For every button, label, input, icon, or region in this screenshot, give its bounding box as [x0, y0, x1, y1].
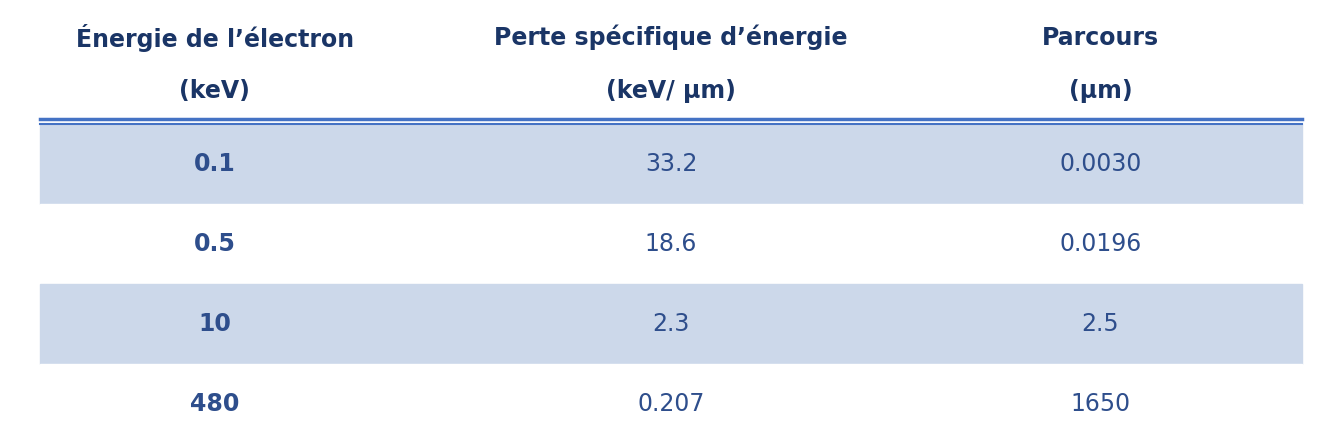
Text: (μm): (μm) [1068, 79, 1133, 103]
Text: 2.5: 2.5 [1082, 312, 1119, 336]
Bar [40, 124, 1302, 204]
Text: 0.0030: 0.0030 [1059, 152, 1142, 176]
Text: 0.1: 0.1 [193, 152, 236, 176]
Text: 0.5: 0.5 [193, 232, 236, 256]
Text: 0.207: 0.207 [637, 392, 705, 416]
Text: (keV/ μm): (keV/ μm) [607, 79, 735, 103]
Bar [40, 364, 1302, 444]
Text: 1650: 1650 [1071, 392, 1130, 416]
Text: (keV): (keV) [180, 79, 250, 103]
Text: 10: 10 [199, 312, 231, 336]
Text: 0.0196: 0.0196 [1059, 232, 1142, 256]
Text: 33.2: 33.2 [644, 152, 698, 176]
Text: 480: 480 [191, 392, 239, 416]
Text: 2.3: 2.3 [652, 312, 690, 336]
Text: 18.6: 18.6 [644, 232, 698, 256]
Text: Perte spécifique d’énergie: Perte spécifique d’énergie [494, 25, 848, 51]
Bar [40, 284, 1302, 364]
Bar [40, 204, 1302, 284]
Text: Parcours: Parcours [1041, 26, 1159, 50]
Text: Énergie de l’électron: Énergie de l’électron [75, 24, 354, 52]
